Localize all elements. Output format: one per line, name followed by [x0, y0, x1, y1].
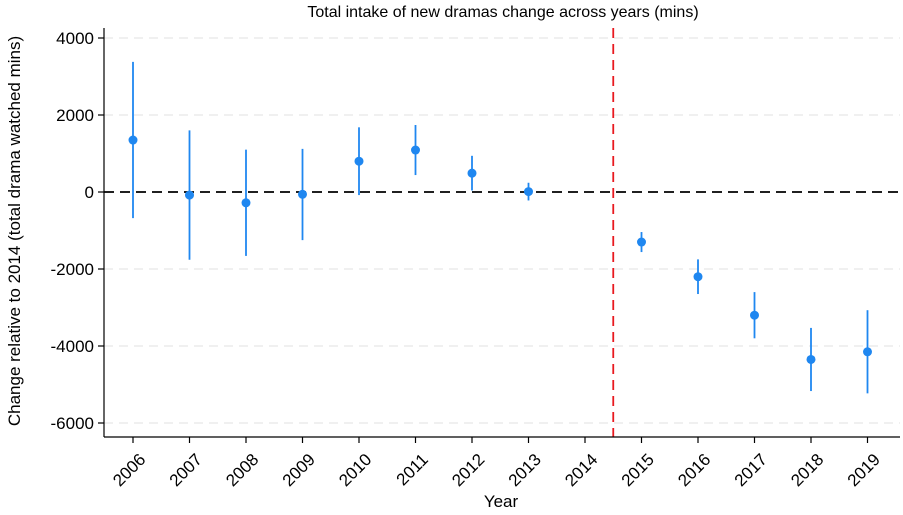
y-tick-label: -2000: [51, 260, 94, 279]
y-tick-label: 0: [85, 183, 94, 202]
data-point: [354, 156, 364, 166]
x-axis-label: Year: [484, 492, 519, 511]
data-point: [524, 187, 533, 197]
data-marks: [128, 61, 872, 394]
x-tick-label: 2018: [787, 450, 827, 490]
data-point: [750, 310, 759, 320]
y-tick-label: 2000: [56, 106, 94, 125]
x-tick-label: 2017: [731, 450, 771, 490]
data-point: [637, 237, 646, 247]
x-tick-label: 2007: [166, 450, 206, 490]
x-tick-label: 2019: [844, 450, 884, 490]
data-point: [863, 347, 872, 357]
x-tick-label: 2011: [393, 450, 432, 489]
x-tick-label: 2012: [448, 450, 488, 490]
reference-lines: [104, 28, 900, 437]
x-tick-label: 2016: [674, 450, 714, 490]
axes: 4000 2000 0 -2000 -4000 -6000 2006 2007 2008 2009…: [51, 28, 903, 490]
x-tick-label: 2015: [618, 450, 658, 490]
x-tick-label: 2006: [109, 450, 149, 490]
data-point: [693, 272, 703, 282]
chart-title: Total intake of new dramas change across…: [307, 4, 698, 21]
x-tick-label: 2008: [222, 450, 262, 490]
x-tick-label: 2014: [561, 450, 601, 490]
y-tick-label: 4000: [56, 29, 94, 48]
grid-lines: [104, 37, 900, 424]
data-point: [806, 354, 816, 364]
data-point: [411, 145, 420, 155]
y-axis-label: Change relative to 2014 (total drama wat…: [5, 36, 24, 426]
data-point: [298, 189, 307, 199]
y-tick-label: -6000: [51, 414, 94, 433]
y-tick-label: -4000: [51, 337, 94, 356]
data-point: [241, 198, 251, 208]
x-tick-label: 2010: [335, 450, 375, 490]
data-point: [185, 190, 194, 200]
x-tick-label: 2009: [279, 450, 319, 490]
data-point: [128, 135, 138, 145]
data-point: [467, 168, 477, 178]
x-tick-label: 2013: [505, 450, 545, 490]
